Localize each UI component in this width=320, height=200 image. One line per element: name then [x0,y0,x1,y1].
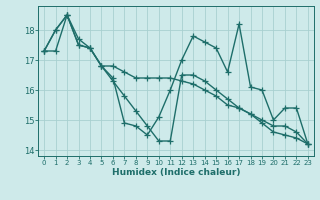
X-axis label: Humidex (Indice chaleur): Humidex (Indice chaleur) [112,168,240,177]
